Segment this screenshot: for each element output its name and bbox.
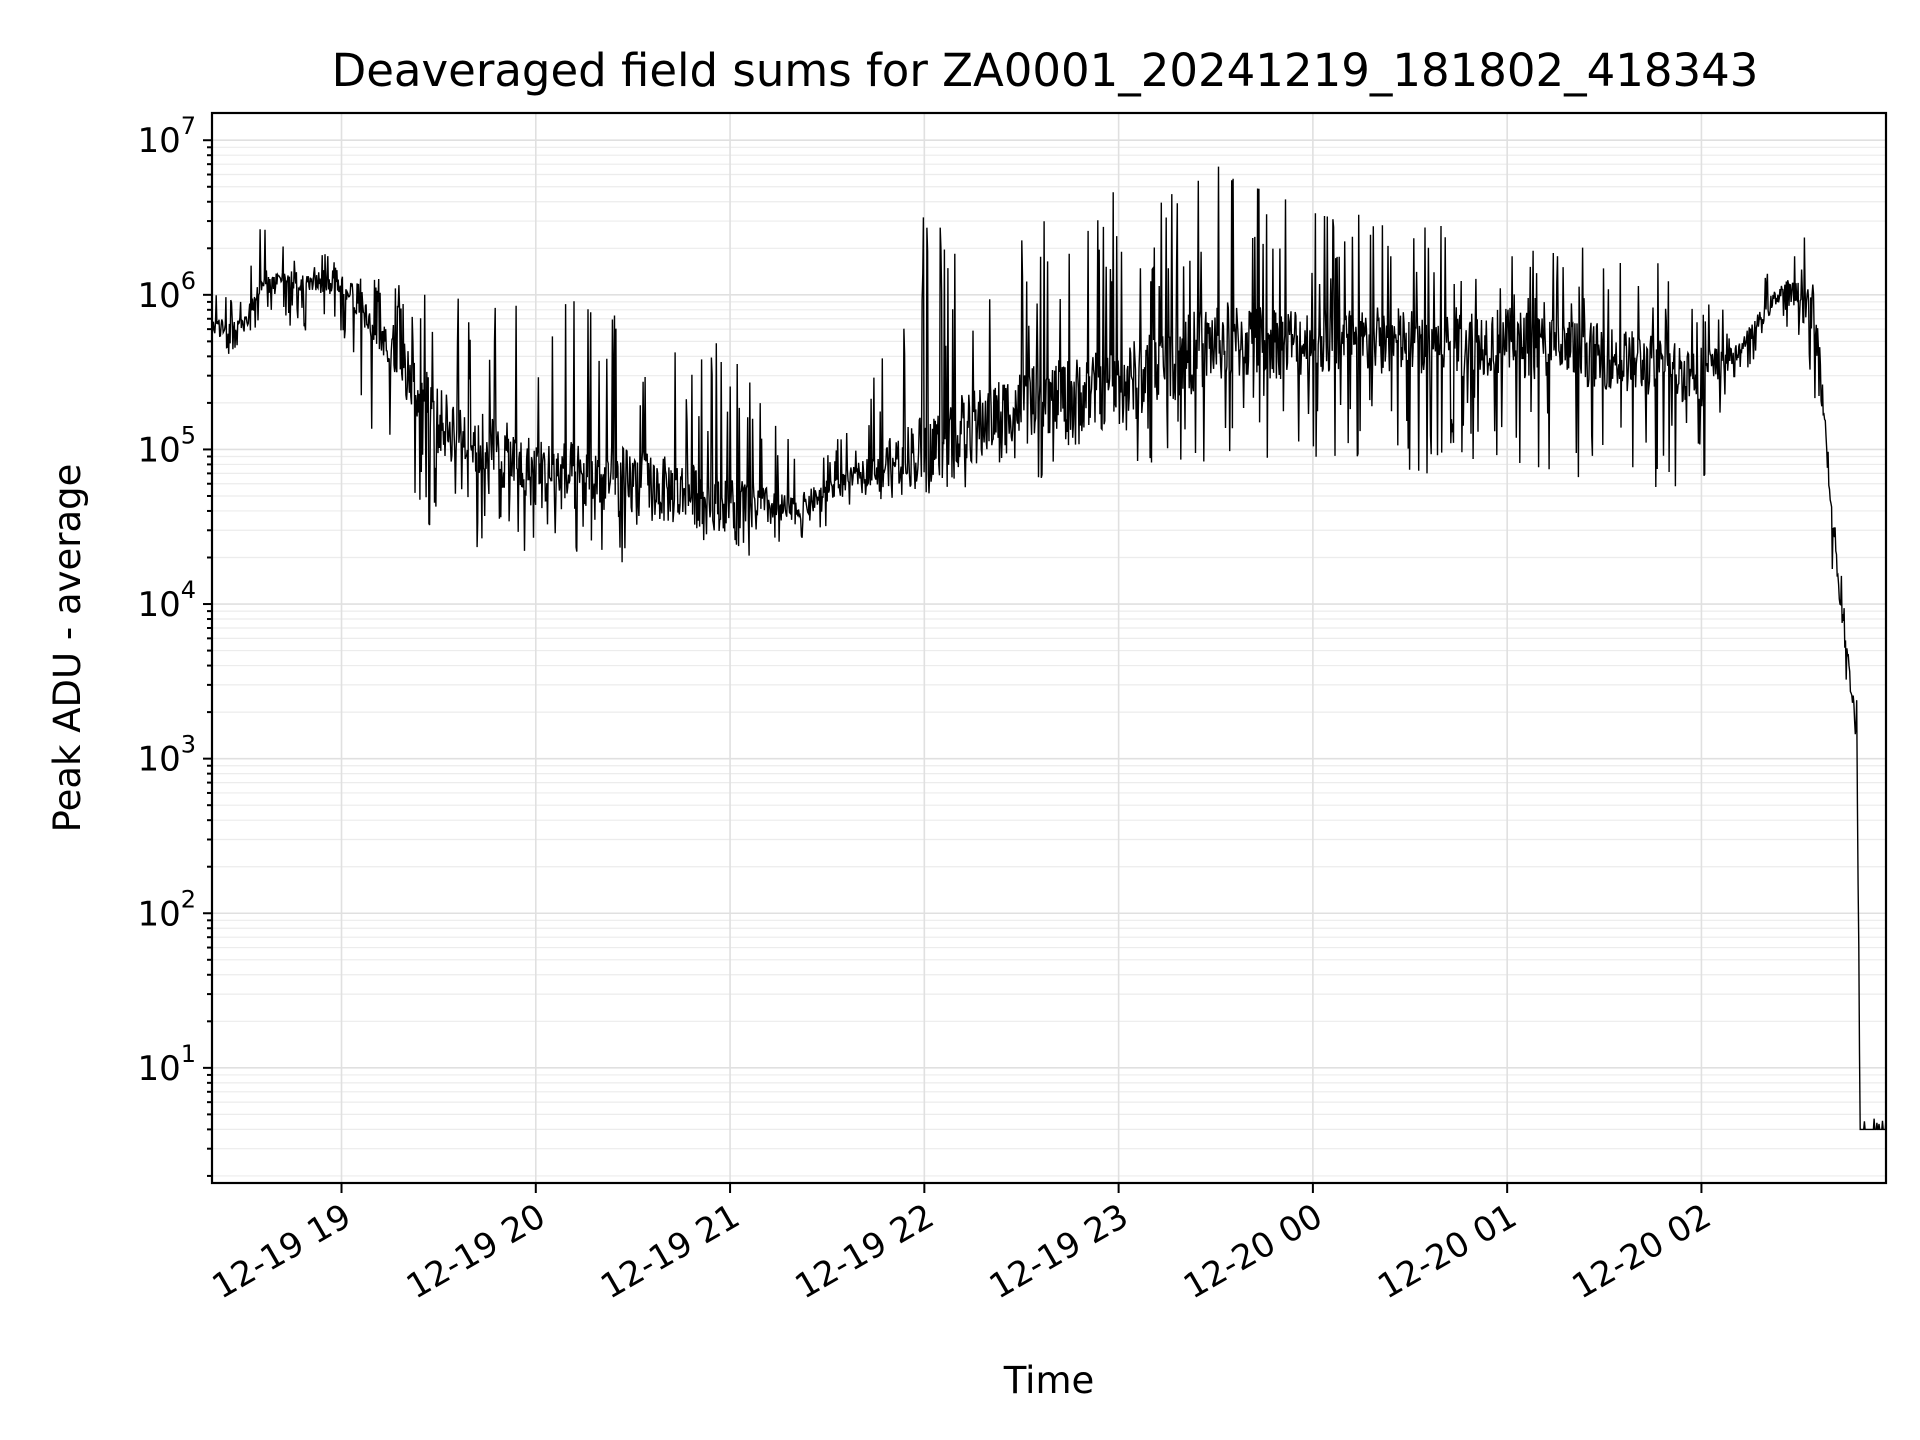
y-tick-label: 106 [137,267,196,316]
y-tick-label: 104 [137,576,196,625]
y-axis-title: Peak ADU - average [46,464,89,833]
y-axis: 101 102 103 104 105 106 107 [137,112,212,1177]
x-tick-label: 12-20 00 [1177,1196,1329,1307]
x-tick-label: 12-19 21 [594,1196,746,1307]
chart-title: Deaveraged field sums for ZA0001_2024121… [332,44,1759,97]
x-axis: 12-19 19 12-19 20 12-19 21 12-19 22 12-19 23… [206,1183,1718,1307]
x-tick-label: 12-19 23 [983,1196,1135,1307]
x-tick-label: 12-19 20 [400,1196,552,1307]
x-axis-title: Time [1003,1359,1095,1402]
series-layer [211,166,1887,1131]
grid [212,113,1886,1183]
y-tick-label: 101 [137,1040,196,1089]
plot-frame [210,111,1888,1185]
x-tick-label: 12-20 02 [1566,1196,1718,1307]
x-tick-label: 12-19 22 [788,1196,940,1307]
x-tick-label: 12-20 01 [1371,1196,1523,1307]
y-tick-label: 103 [137,731,196,780]
y-tick-label: 107 [137,112,196,161]
y-tick-label: 102 [137,885,196,934]
x-tick-label: 12-19 19 [206,1196,358,1307]
series-line [211,166,1887,1131]
y-tick-label: 105 [137,421,196,470]
